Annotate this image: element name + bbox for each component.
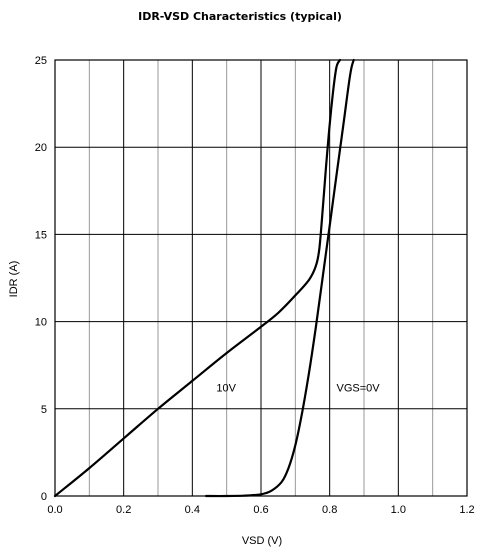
y-tick-label: 5	[41, 404, 47, 416]
y-axis-ticks: 0 5 10 15 20 25	[35, 55, 47, 503]
x-tick-label: 0.8	[322, 504, 337, 516]
plot-frame	[54, 59, 468, 497]
x-tick-label: 1.2	[459, 504, 474, 516]
x-tick-label: 0.0	[47, 504, 62, 516]
series-annotation: VGS=0V	[337, 382, 381, 394]
y-tick-label: 10	[35, 317, 47, 329]
y-axis-label: IDR (A)	[8, 261, 20, 298]
x-tick-label: 1.0	[391, 504, 406, 516]
annotation-layer: 10V VGS=0V	[216, 382, 380, 394]
y-tick-label: 0	[41, 491, 47, 503]
series-annotation: 10V	[216, 382, 236, 394]
x-tick-label: 0.6	[253, 504, 268, 516]
x-axis-ticks: 0.0 0.2 0.4 0.6 0.8 1.0 1.2	[47, 504, 474, 516]
grid-lines	[55, 60, 467, 496]
series-line-10v	[53, 58, 342, 498]
x-tick-label: 0.4	[185, 504, 200, 516]
y-tick-label: 15	[35, 229, 47, 241]
x-axis-label: VSD (V)	[242, 535, 282, 547]
y-tick-label: 25	[35, 55, 47, 67]
chart-title: IDR-VSD Characteristics (typical)	[138, 10, 342, 23]
y-tick-label: 20	[35, 142, 47, 154]
series-line-vgs-0v	[205, 58, 355, 498]
series-layer	[53, 58, 355, 498]
x-tick-label: 0.2	[116, 504, 131, 516]
